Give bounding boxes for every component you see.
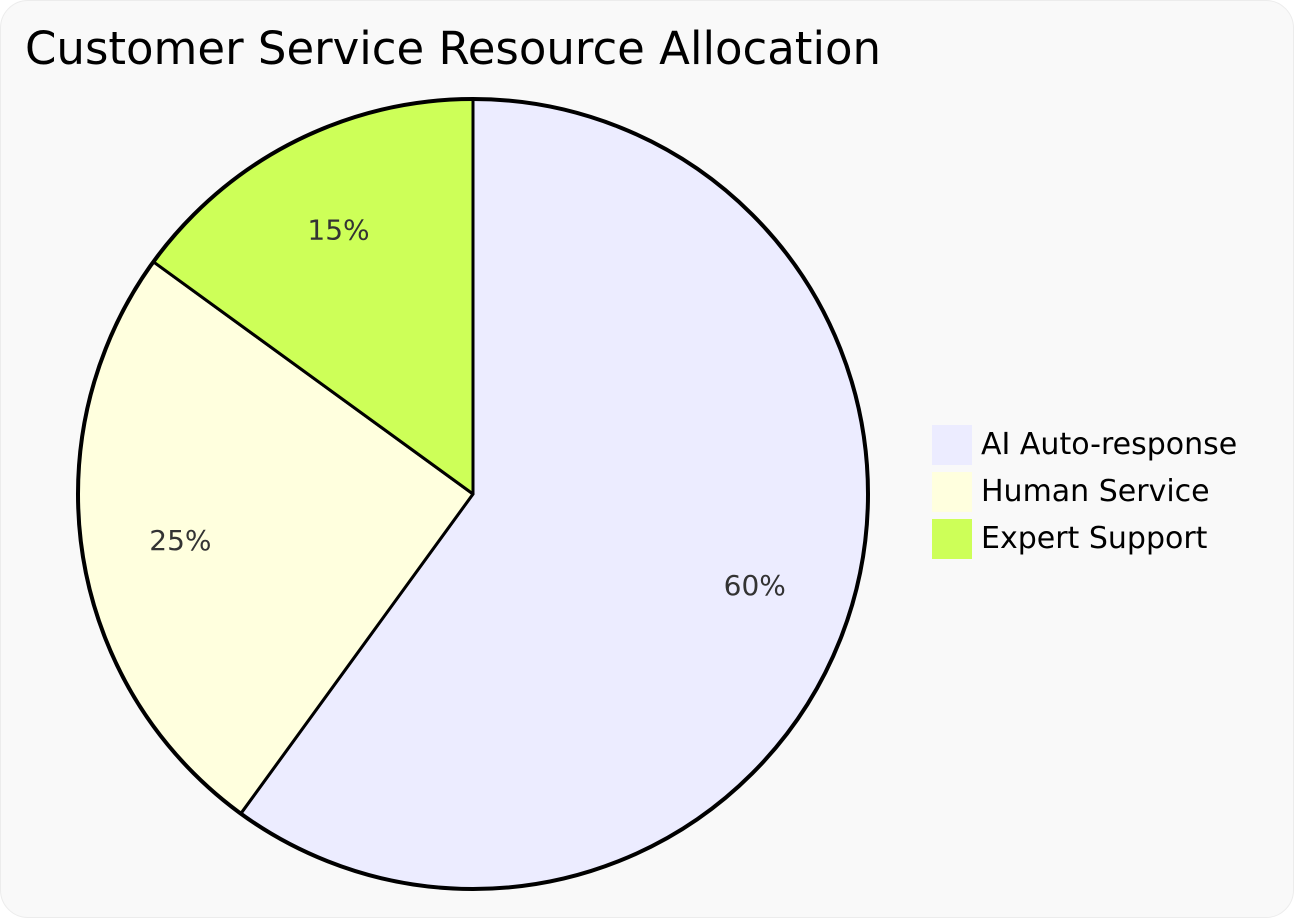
legend-swatch-2 — [932, 518, 972, 559]
legend-item-2: Expert Support — [932, 515, 1237, 562]
legend-label-2: Expert Support — [981, 521, 1208, 556]
pie-slice-labels: 60% 25% 15% — [149, 214, 786, 603]
legend-label-1: Human Service — [981, 474, 1210, 509]
legend-item-1: Human Service — [932, 468, 1237, 515]
legend-swatch-0 — [932, 424, 972, 465]
pie-slices — [76, 97, 870, 891]
legend: AI Auto-response Human Service Expert Supp… — [932, 421, 1237, 562]
legend-swatch-1 — [932, 471, 972, 512]
slice-label-0: 60% — [724, 569, 786, 602]
legend-label-0: AI Auto-response — [981, 427, 1238, 462]
slice-label-1: 25% — [149, 524, 211, 557]
legend-item-0: AI Auto-response — [932, 421, 1237, 468]
pie-outline — [76, 97, 870, 891]
slice-label-2: 15% — [307, 214, 369, 247]
chart-title: Customer Service Resource Allocation — [25, 22, 882, 75]
